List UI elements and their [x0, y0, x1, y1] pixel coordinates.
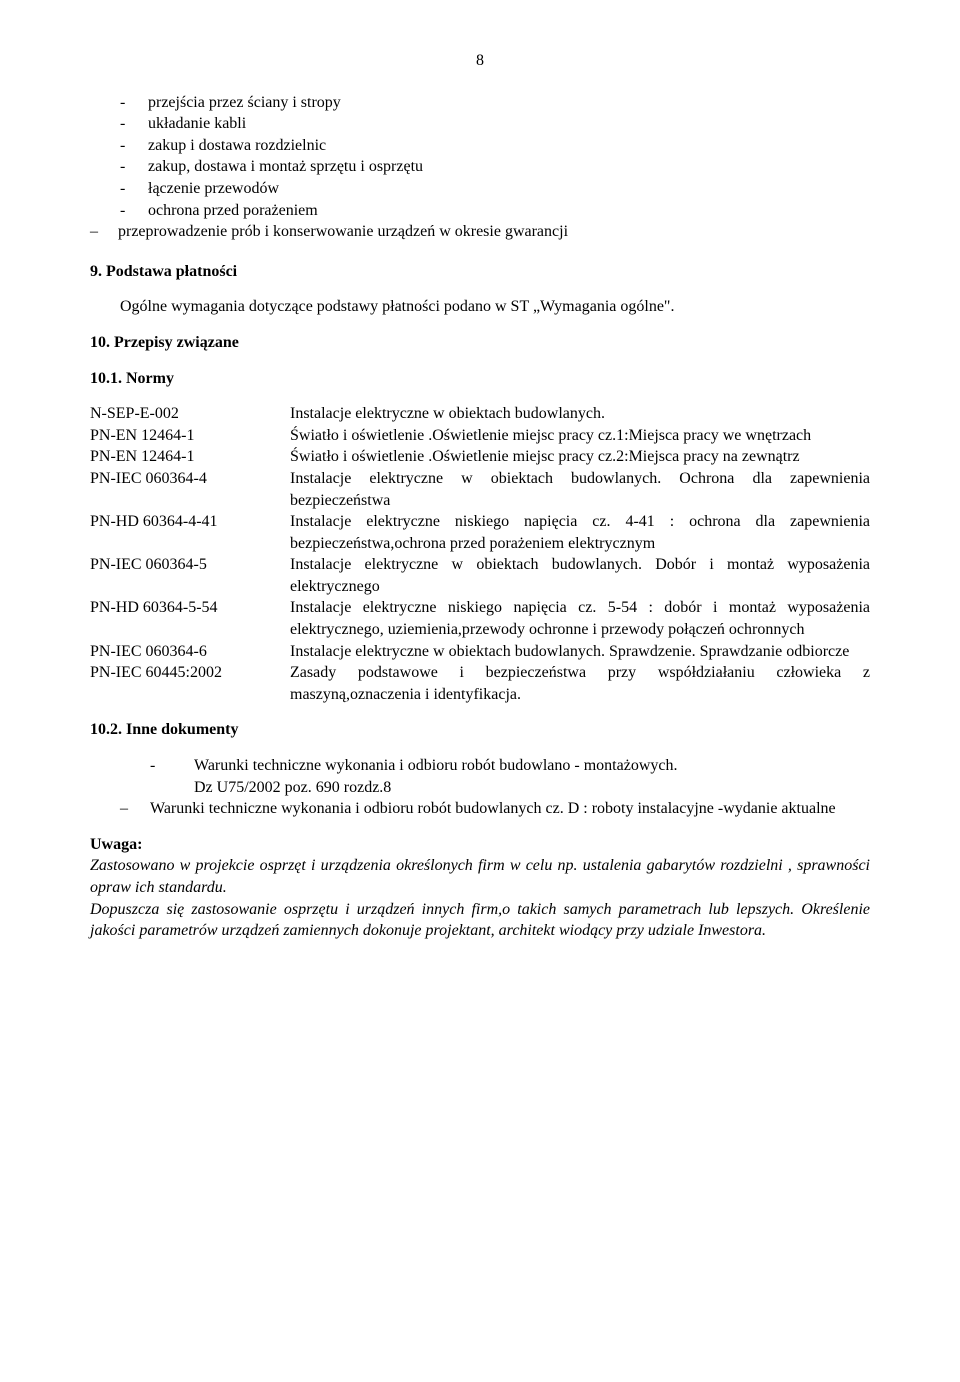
norm-desc: Światło i oświetlenie .Oświetlenie miejs…: [290, 446, 870, 468]
norm-row: N-SEP-E-002 Instalacje elektryczne w obi…: [90, 403, 870, 425]
norm-row: PN-IEC 060364-6 Instalacje elektryczne w…: [90, 641, 870, 663]
list-item-text: układanie kabli: [148, 113, 246, 135]
norm-code: PN-IEC 060364-4: [90, 468, 290, 490]
doc-item: – Warunki techniczne wykonania i odbioru…: [120, 798, 870, 820]
norm-code: PN-IEC 060364-6: [90, 641, 290, 663]
doc-item: - Warunki techniczne wykonania i odbioru…: [150, 755, 870, 777]
list-item: -zakup, dostawa i montaż sprzętu i osprz…: [120, 156, 870, 178]
norms-heading: 10.1. Normy: [90, 368, 870, 390]
norm-desc: Zasady podstawowe i bezpieczeństwa przy …: [290, 662, 870, 705]
norm-code: PN-HD 60364-5-54: [90, 597, 290, 619]
norm-code: PN-HD 60364-4-41: [90, 511, 290, 533]
list-item-text: przejścia przez ściany i stropy: [148, 92, 341, 114]
norm-row: PN-IEC 060364-5 Instalacje elektryczne w…: [90, 554, 870, 597]
note-paragraph: Dopuszcza się zastosowanie osprzętu i ur…: [90, 899, 870, 942]
norm-row: PN-HD 60364-4-41 Instalacje elektryczne …: [90, 511, 870, 554]
norm-code: PN-EN 12464-1: [90, 446, 290, 468]
list-item: -przejścia przez ściany i stropy: [120, 92, 870, 114]
norm-desc: Instalacje elektryczne niskiego napięcia…: [290, 511, 870, 554]
list-item-text: przeprowadzenie prób i konserwowanie urz…: [118, 221, 568, 243]
list-item: –przeprowadzenie prób i konserwowanie ur…: [120, 221, 870, 243]
list-item: -łączenie przewodów: [120, 178, 870, 200]
document-page: 8 -przejścia przez ściany i stropy -ukła…: [0, 0, 960, 992]
norm-desc: Światło i oświetlenie .Oświetlenie miejs…: [290, 425, 870, 447]
norm-row: PN-EN 12464-1 Światło i oświetlenie .Ośw…: [90, 446, 870, 468]
norms-table: N-SEP-E-002 Instalacje elektryczne w obi…: [90, 403, 870, 705]
section-9-heading: 9. Podstawa płatności: [90, 261, 870, 283]
section-9-body: Ogólne wymagania dotyczące podstawy płat…: [120, 296, 870, 318]
docs-heading: 10.2. Inne dokumenty: [90, 719, 870, 741]
list-item: -zakup i dostawa rozdzielnic: [120, 135, 870, 157]
list-item-text: zakup, dostawa i montaż sprzętu i osprzę…: [148, 156, 423, 178]
note-paragraph: Zastosowano w projekcie osprzęt i urządz…: [90, 855, 870, 898]
doc-text: Warunki techniczne wykonania i odbioru r…: [194, 755, 677, 777]
doc-subtext: Dz U75/2002 poz. 690 rozdz.8: [194, 777, 870, 799]
norm-row: PN-IEC 60445:2002 Zasady podstawowe i be…: [90, 662, 870, 705]
norm-desc: Instalacje elektryczne w obiektach budow…: [290, 403, 870, 425]
scope-list: -przejścia przez ściany i stropy -układa…: [90, 92, 870, 243]
norm-row: PN-HD 60364-5-54 Instalacje elektryczne …: [90, 597, 870, 640]
norm-code: PN-IEC 60445:2002: [90, 662, 290, 684]
norm-code: PN-IEC 060364-5: [90, 554, 290, 576]
norm-row: PN-EN 12464-1 Światło i oświetlenie .Ośw…: [90, 425, 870, 447]
norm-desc: Instalacje elektryczne w obiektach budow…: [290, 468, 870, 511]
norm-desc: Instalacje elektryczne niskiego napięcia…: [290, 597, 870, 640]
note-heading: Uwaga:: [90, 834, 870, 856]
list-item-text: łączenie przewodów: [148, 178, 279, 200]
norm-code: PN-EN 12464-1: [90, 425, 290, 447]
page-number: 8: [90, 50, 870, 72]
section-10-heading: 10. Przepisy związane: [90, 332, 870, 354]
norm-desc: Instalacje elektryczne w obiektach budow…: [290, 554, 870, 597]
doc-text: Warunki techniczne wykonania i odbioru r…: [150, 798, 836, 820]
norm-row: PN-IEC 060364-4 Instalacje elektryczne w…: [90, 468, 870, 511]
list-item-text: ochrona przed porażeniem: [148, 200, 318, 222]
list-item-text: zakup i dostawa rozdzielnic: [148, 135, 326, 157]
list-item: -układanie kabli: [120, 113, 870, 135]
norm-desc: Instalacje elektryczne w obiektach budow…: [290, 641, 870, 663]
norm-code: N-SEP-E-002: [90, 403, 290, 425]
list-item: -ochrona przed porażeniem: [120, 200, 870, 222]
docs-list: - Warunki techniczne wykonania i odbioru…: [150, 755, 870, 820]
